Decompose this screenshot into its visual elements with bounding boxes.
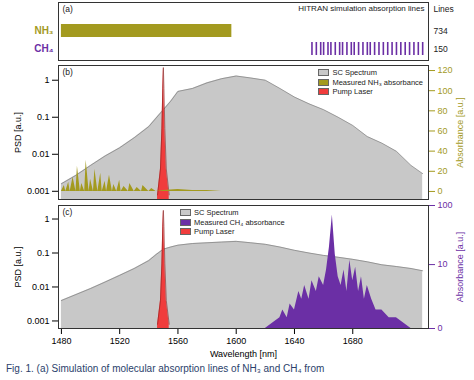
svg-text:120: 120	[438, 65, 453, 75]
svg-text:1: 1	[44, 214, 49, 224]
svg-text:80: 80	[438, 106, 448, 116]
svg-text:0.1: 0.1	[37, 112, 50, 122]
svg-text:(b): (b)	[63, 67, 74, 77]
html-text:SC Spectrum: SC Spectrum	[194, 208, 239, 217]
html-text:SC Spectrum: SC Spectrum	[332, 68, 377, 77]
svg-text:(c): (c)	[63, 207, 73, 217]
svg-text:1: 1	[44, 75, 49, 85]
svg-text:20: 20	[438, 166, 448, 176]
svg-text:40: 40	[438, 146, 448, 156]
svg-text:0: 0	[438, 186, 443, 196]
svg-text:100: 100	[438, 86, 453, 96]
html-text:Fig. 1. (a) Simulation of mole: Fig. 1. (a) Simulation of molecular abso…	[6, 363, 325, 374]
svg-text:1520: 1520	[110, 336, 130, 346]
svg-text:1680: 1680	[343, 336, 363, 346]
svg-text:HITRAN simulation absorption l: HITRAN simulation absorption lines	[298, 4, 424, 13]
svg-text:10: 10	[438, 259, 448, 269]
svg-text:(a): (a)	[63, 4, 74, 14]
svg-text:1480: 1480	[51, 336, 71, 346]
svg-text:Lines: Lines	[434, 4, 454, 14]
html-text:Measured NH₃ absorbance: Measured NH₃ absorbance	[332, 77, 423, 87]
svg-text:Absorbance [a.u.]: Absorbance [a.u.]	[455, 97, 465, 168]
html-text:Measured CH₄ absorbance: Measured CH₄ absorbance	[194, 217, 285, 227]
svg-text:0.001: 0.001	[27, 186, 50, 196]
svg-text:0: 0	[438, 323, 443, 333]
svg-text:0.001: 0.001	[27, 316, 50, 326]
svg-text:0.01: 0.01	[32, 149, 50, 159]
svg-text:60: 60	[438, 126, 448, 136]
svg-text:CH₄: CH₄	[34, 43, 53, 54]
svg-text:Absorbance [a.u.]: Absorbance [a.u.]	[455, 232, 465, 303]
svg-text:1560: 1560	[168, 336, 188, 346]
svg-text:150: 150	[434, 44, 448, 54]
svg-text:PSD [a.u.]: PSD [a.u.]	[13, 112, 23, 153]
svg-text:734: 734	[434, 26, 448, 36]
html-text:Pump Laser: Pump Laser	[194, 227, 235, 236]
svg-text:PSD [a.u.]: PSD [a.u.]	[13, 246, 23, 287]
svg-text:Wavelength [nm]: Wavelength [nm]	[210, 349, 277, 359]
svg-text:0.1: 0.1	[37, 248, 50, 258]
svg-text:NH₃: NH₃	[34, 25, 53, 36]
svg-text:0.01: 0.01	[32, 282, 50, 292]
svg-text:1600: 1600	[226, 336, 246, 346]
svg-text:100: 100	[438, 200, 453, 210]
html-text:Pump Laser: Pump Laser	[332, 87, 373, 96]
svg-text:1640: 1640	[284, 336, 304, 346]
